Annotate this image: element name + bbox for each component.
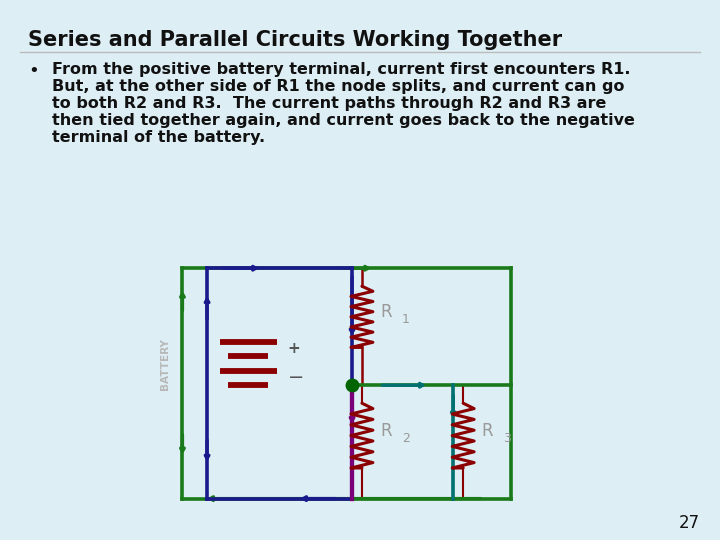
Text: 3: 3	[503, 432, 511, 445]
Text: R: R	[481, 422, 493, 440]
Text: From the positive battery terminal, current first encounters R1.: From the positive battery terminal, curr…	[52, 62, 631, 77]
Text: But, at the other side of R1 the node splits, and current can go: But, at the other side of R1 the node sp…	[52, 79, 624, 94]
Text: terminal of the battery.: terminal of the battery.	[52, 130, 265, 145]
Text: −: −	[287, 368, 304, 388]
Text: R: R	[380, 303, 392, 321]
Text: then tied together again, and current goes back to the negative: then tied together again, and current go…	[52, 113, 635, 128]
Text: 1: 1	[402, 313, 410, 326]
Text: to both R2 and R3.  The current paths through R2 and R3 are: to both R2 and R3. The current paths thr…	[52, 96, 606, 111]
Text: Series and Parallel Circuits Working Together: Series and Parallel Circuits Working Tog…	[28, 30, 562, 50]
Text: 2: 2	[402, 432, 410, 445]
Text: R: R	[380, 422, 392, 440]
Text: BATTERY: BATTERY	[160, 338, 170, 389]
Text: •: •	[28, 62, 39, 80]
Text: 27: 27	[679, 514, 700, 532]
Text: +: +	[287, 341, 300, 356]
